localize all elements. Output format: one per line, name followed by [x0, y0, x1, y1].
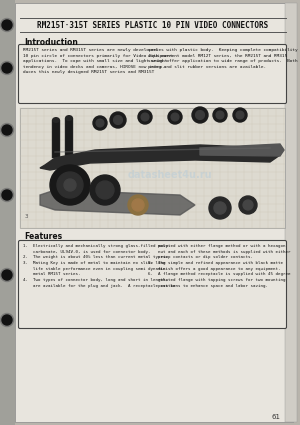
- Circle shape: [1, 19, 13, 31]
- Bar: [52, 120, 60, 158]
- Circle shape: [50, 165, 90, 205]
- Circle shape: [96, 181, 114, 199]
- Circle shape: [236, 111, 244, 119]
- Circle shape: [192, 107, 208, 123]
- Circle shape: [196, 110, 204, 119]
- Text: 61: 61: [271, 414, 280, 420]
- Circle shape: [128, 195, 148, 215]
- Circle shape: [214, 202, 226, 214]
- Circle shape: [96, 119, 104, 127]
- Bar: [65, 118, 73, 160]
- Circle shape: [64, 179, 76, 191]
- Circle shape: [2, 125, 12, 135]
- Text: datasheet4u.ru: datasheet4u.ru: [128, 170, 212, 180]
- Circle shape: [213, 108, 227, 122]
- Circle shape: [239, 196, 257, 214]
- Circle shape: [243, 200, 253, 210]
- Circle shape: [2, 315, 12, 325]
- Bar: [20, 108, 285, 228]
- Circle shape: [1, 124, 13, 136]
- Text: series with plastic body.  Keeping complete compatibility
with current model RM1: series with plastic body. Keeping comple…: [148, 48, 298, 68]
- Circle shape: [1, 314, 13, 326]
- Circle shape: [233, 108, 247, 122]
- Circle shape: [2, 270, 12, 280]
- FancyBboxPatch shape: [19, 45, 286, 104]
- Text: 3: 3: [25, 214, 28, 219]
- Circle shape: [132, 199, 144, 211]
- Circle shape: [93, 116, 107, 130]
- Circle shape: [138, 110, 152, 124]
- Circle shape: [114, 116, 122, 125]
- Circle shape: [2, 20, 12, 30]
- Circle shape: [2, 63, 12, 73]
- Circle shape: [1, 189, 13, 201]
- Ellipse shape: [52, 117, 60, 123]
- Text: RM215T·315T SERIES PLASTIC 10 PIN VIDEO CONNECTORS: RM215T·315T SERIES PLASTIC 10 PIN VIDEO …: [38, 21, 268, 30]
- Circle shape: [2, 190, 12, 200]
- Circle shape: [1, 269, 13, 281]
- Text: Introduction: Introduction: [24, 38, 78, 47]
- Circle shape: [171, 113, 179, 121]
- Circle shape: [1, 62, 13, 74]
- Circle shape: [216, 111, 224, 119]
- Text: 1.  Electrically and mechanically strong glass-filled poly-
    carbonate, UL94V: 1. Electrically and mechanically strong …: [23, 244, 176, 288]
- Text: RM215T series and RM315T series are newly developed
10 pin circle of connectors : RM215T series and RM315T series are newl…: [23, 48, 172, 74]
- Text: Features: Features: [24, 232, 62, 241]
- Circle shape: [168, 110, 182, 124]
- Circle shape: [110, 112, 126, 128]
- FancyBboxPatch shape: [19, 241, 286, 329]
- Polygon shape: [200, 144, 284, 156]
- Ellipse shape: [65, 115, 73, 121]
- Circle shape: [141, 113, 149, 121]
- Bar: [285, 3, 297, 422]
- Circle shape: [57, 172, 83, 198]
- Polygon shape: [40, 190, 195, 215]
- Circle shape: [209, 197, 231, 219]
- Circle shape: [90, 175, 120, 205]
- Text: mounted with either flange method or with a hexagon
    nut and each of these me: mounted with either flange method or wit…: [148, 244, 290, 288]
- Polygon shape: [40, 145, 280, 170]
- Bar: [0, 0, 15, 425]
